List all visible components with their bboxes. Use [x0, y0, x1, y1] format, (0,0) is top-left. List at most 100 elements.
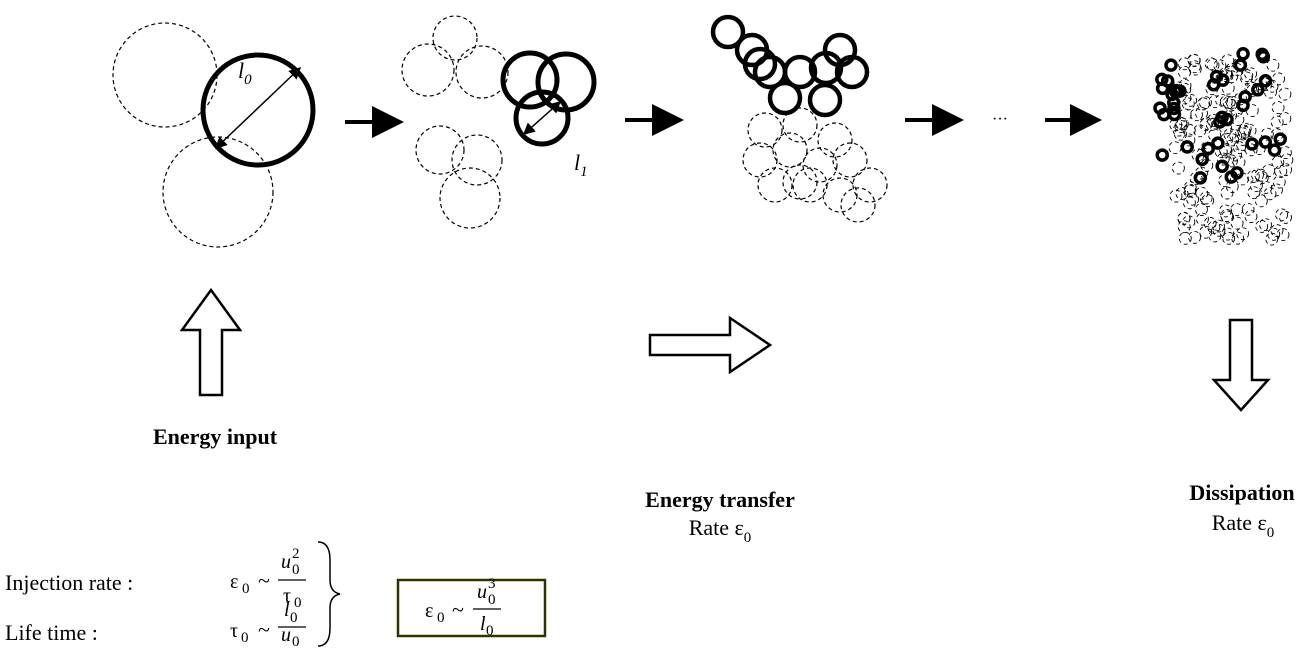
- stage-title: Energy transfer: [645, 487, 795, 512]
- eddy: [1279, 88, 1291, 100]
- eddy: [1242, 203, 1254, 215]
- subscript: 0: [437, 610, 445, 626]
- eddy: [841, 188, 875, 222]
- eddy: [1235, 60, 1245, 70]
- eddy: [1255, 195, 1267, 207]
- eddy: [743, 143, 777, 177]
- symbol: u: [281, 551, 291, 573]
- input-arrow: [182, 290, 240, 395]
- relation: ~: [258, 568, 270, 593]
- eddy: [1204, 217, 1216, 229]
- transfer-arrow: [650, 318, 770, 372]
- eddy: [1197, 154, 1207, 164]
- eddy: [452, 135, 502, 185]
- eddy: [1226, 172, 1236, 182]
- eddy: [810, 85, 840, 115]
- eddy: [1240, 72, 1252, 84]
- brace: [318, 542, 340, 646]
- eddy: [1273, 73, 1285, 85]
- eddy: [1232, 232, 1244, 244]
- eddy: [1159, 110, 1169, 120]
- eddy: [1273, 176, 1285, 188]
- eddy: [1233, 142, 1245, 154]
- eddy: [1260, 219, 1272, 231]
- subscript: 0: [241, 630, 249, 646]
- ellipsis: ···: [992, 111, 1008, 128]
- eddy: [1170, 190, 1182, 202]
- symbol: u: [281, 624, 291, 646]
- eddy: [1245, 68, 1257, 80]
- subscript: 0: [292, 562, 300, 578]
- symbol: τ: [230, 620, 238, 642]
- stage-2: l1: [402, 16, 594, 228]
- eddy: [1219, 205, 1231, 217]
- eddy: [1266, 233, 1278, 245]
- eddy: [1272, 102, 1284, 114]
- subscript: 0: [292, 634, 300, 648]
- eddy: [440, 168, 500, 228]
- eddy: [823, 178, 857, 212]
- subscript: 1: [580, 164, 588, 180]
- eddy: [1258, 52, 1268, 62]
- eddy: [1183, 197, 1195, 209]
- eddy: [1238, 49, 1248, 59]
- stage-title: Energy input: [153, 424, 278, 449]
- rate-label: Rate ε0: [1212, 510, 1275, 541]
- subscript: 0: [486, 623, 494, 639]
- eddy: [456, 46, 508, 98]
- formula-injection: Injection rate : ε 0 ~ u 0 2 τ 0: [5, 546, 306, 611]
- eddy: [1267, 59, 1279, 71]
- eddy: [1270, 184, 1282, 196]
- formula-label: Injection rate :: [5, 570, 133, 595]
- subscript: 0: [290, 610, 298, 626]
- subscript: 0: [244, 72, 252, 88]
- stage-title: Dissipation: [1189, 480, 1294, 505]
- eddy: [416, 126, 464, 174]
- eddy: [1279, 112, 1291, 124]
- eddy: [1260, 76, 1270, 86]
- subscript: 0: [294, 595, 302, 611]
- size-arrow: [216, 68, 300, 148]
- eddy: [1213, 138, 1223, 148]
- eddy: [1166, 60, 1176, 70]
- eddy: [803, 148, 837, 182]
- rate-word: Rate: [1212, 510, 1252, 535]
- eddy: [1237, 228, 1249, 240]
- eddy: [758, 168, 792, 202]
- symbol: u: [477, 581, 487, 603]
- eddy: [163, 137, 273, 247]
- eddy: [1209, 80, 1219, 90]
- eddy: [1189, 63, 1201, 75]
- formula-lifetime: Life time : τ 0 ~ l 0 u 0: [5, 599, 306, 648]
- eddy: [1238, 100, 1248, 110]
- eddy: [1233, 156, 1245, 168]
- eddy: [748, 113, 782, 147]
- eddy: [818, 123, 852, 157]
- stage-3: [713, 17, 887, 222]
- eddy: [1231, 217, 1243, 229]
- eddy: [1271, 116, 1283, 128]
- eddy: [1271, 225, 1283, 237]
- relation: ~: [452, 597, 464, 622]
- eddy: [1195, 173, 1205, 183]
- scale-label: l1: [574, 150, 588, 180]
- scale-label: l0: [238, 58, 252, 88]
- subscript: 0: [1267, 525, 1275, 541]
- eddy: [1231, 204, 1243, 216]
- eddy: [1275, 134, 1285, 144]
- dissipation-arrow: [1214, 320, 1268, 410]
- eddy: [1217, 161, 1227, 171]
- eddy: [1245, 211, 1257, 223]
- eddy: [1182, 142, 1192, 152]
- eddy: [1178, 221, 1190, 233]
- eddy: [1248, 187, 1260, 199]
- eddy: [793, 168, 827, 202]
- eddy: [1172, 162, 1184, 174]
- eddy: [538, 54, 594, 110]
- eddy: [402, 44, 454, 96]
- superscript: 2: [292, 546, 300, 562]
- symbol: ε: [425, 600, 433, 622]
- formula-label: Life time :: [5, 620, 98, 645]
- diagram: l0 l1 ··· Energy input Energy transfer R…: [0, 0, 1313, 648]
- symbol: ε: [1258, 510, 1267, 535]
